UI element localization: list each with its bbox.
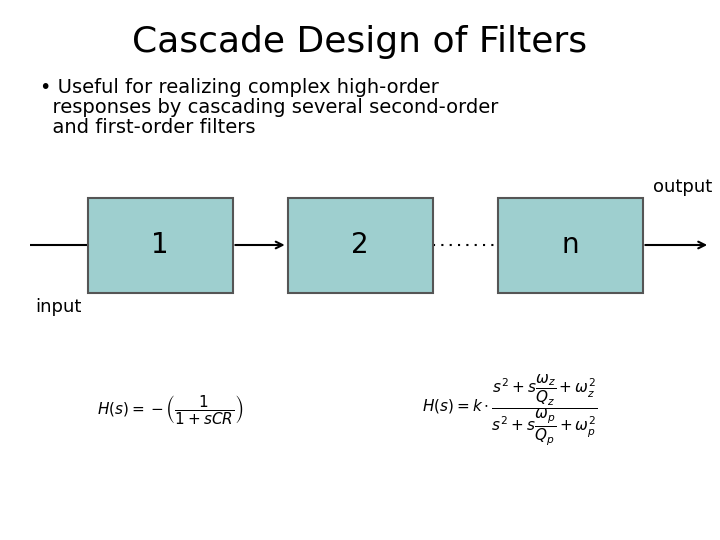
Text: n: n xyxy=(561,231,579,259)
Text: input: input xyxy=(35,298,81,315)
Text: responses by cascading several second-order: responses by cascading several second-or… xyxy=(40,98,498,117)
Bar xyxy=(498,198,642,293)
Text: and first-order filters: and first-order filters xyxy=(40,118,256,137)
Text: 1: 1 xyxy=(151,231,168,259)
Bar xyxy=(88,198,233,293)
Text: $H(s)=-\left(\dfrac{1}{1+sCR}\right)$: $H(s)=-\left(\dfrac{1}{1+sCR}\right)$ xyxy=(96,394,243,427)
Text: 2: 2 xyxy=(351,231,369,259)
Text: output: output xyxy=(653,178,712,195)
Text: • Useful for realizing complex high-order: • Useful for realizing complex high-orde… xyxy=(40,78,439,97)
Text: $H(s)=k\cdot\dfrac{s^2+s\dfrac{\omega_z}{Q_z}+\omega_z^2}{s^2+s\dfrac{\omega_p}{: $H(s)=k\cdot\dfrac{s^2+s\dfrac{\omega_z}… xyxy=(422,373,598,448)
Bar xyxy=(287,198,433,293)
Text: Cascade Design of Filters: Cascade Design of Filters xyxy=(132,25,588,59)
